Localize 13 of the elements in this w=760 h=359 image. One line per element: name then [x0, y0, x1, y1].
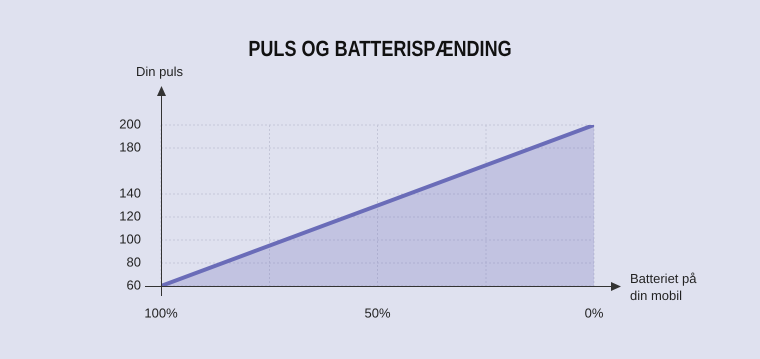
x-tick-label: 100%: [144, 305, 178, 320]
y-axis-title: Din puls: [136, 64, 183, 79]
y-tick-label: 200: [119, 116, 141, 132]
x-tick-label: 50%: [364, 305, 391, 320]
y-tick-label: 60: [126, 278, 141, 293]
y-tick-label: 180: [119, 140, 141, 155]
y-tick-label: 80: [126, 254, 141, 270]
chart-title: PULS OG BATTERISPÆNDING: [247, 36, 513, 62]
x-tick-label: 0%: [584, 305, 604, 320]
y-tick-label: 100: [119, 232, 141, 247]
y-tick-label: 140: [119, 186, 141, 201]
y-tick-label: 120: [119, 208, 141, 224]
x-axis-title: Batteriet på din mobil: [630, 270, 696, 304]
